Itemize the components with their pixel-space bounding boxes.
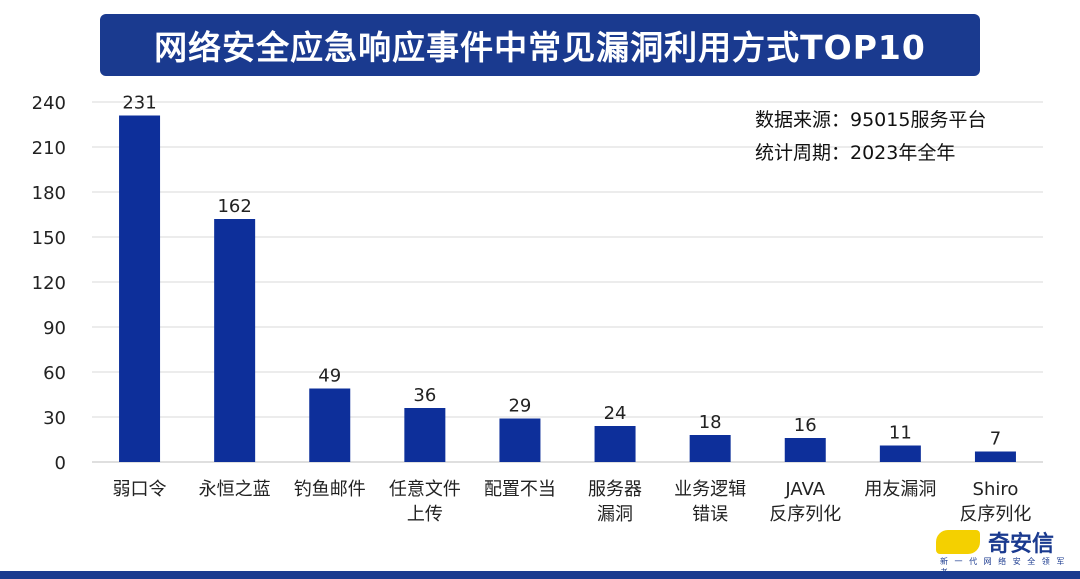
y-tick-label: 60 <box>43 363 66 384</box>
data-label: 24 <box>604 403 627 424</box>
data-label: 16 <box>794 415 817 436</box>
x-tick-label: 任意文件上传 <box>389 479 461 525</box>
period-line: 统计周期：2023年全年 <box>755 142 956 164</box>
data-label: 162 <box>217 196 251 217</box>
bar <box>879 445 921 462</box>
y-tick-label: 150 <box>32 228 66 249</box>
y-tick-label: 90 <box>43 318 66 339</box>
logo-name: 奇安信 <box>988 532 1055 557</box>
logo-mark-icon <box>936 530 980 554</box>
bar <box>784 438 826 462</box>
bar <box>594 426 636 462</box>
x-tick-label: 业务逻辑错误 <box>674 479 746 525</box>
data-label: 49 <box>318 366 341 387</box>
bar <box>499 418 541 462</box>
data-source-note: 数据来源：95015服务平台 统计周期：2023年全年 <box>755 104 986 170</box>
x-tick-label: JAVA 反序列化 <box>769 479 841 525</box>
x-tick-label: 永恒之蓝 <box>199 479 271 500</box>
data-label: 18 <box>699 412 722 433</box>
bar <box>119 115 161 462</box>
bottom-bar <box>0 571 1080 579</box>
data-label: 231 <box>122 93 156 114</box>
data-label: 36 <box>413 385 436 406</box>
bar <box>974 451 1016 462</box>
bar <box>404 408 446 462</box>
y-tick-label: 30 <box>43 408 66 429</box>
qianxin-logo: 奇安信 新 一 代 网 络 安 全 领 军 者 <box>930 524 1070 577</box>
bar <box>214 219 256 462</box>
x-tick-label: 弱口令 <box>113 479 167 500</box>
y-tick-label: 240 <box>32 93 66 114</box>
x-tick-label: Shiro 反序列化 <box>959 479 1031 525</box>
data-label: 11 <box>889 423 912 444</box>
x-tick-label: 服务器漏洞 <box>588 479 642 525</box>
y-tick-label: 180 <box>32 183 66 204</box>
title-banner: 网络安全应急响应事件中常见漏洞利用方式TOP10 <box>100 14 980 76</box>
chart-title: 网络安全应急响应事件中常见漏洞利用方式TOP10 <box>154 28 926 67</box>
x-tick-label: 用友漏洞 <box>864 479 936 500</box>
bar <box>309 388 351 462</box>
bar <box>689 435 731 462</box>
data-source-line: 数据来源：95015服务平台 <box>755 109 987 131</box>
y-tick-label: 210 <box>32 138 66 159</box>
x-tick-label: 钓鱼邮件 <box>294 479 366 500</box>
y-tick-label: 0 <box>55 453 66 474</box>
data-label: 29 <box>508 396 531 417</box>
x-tick-label: 配置不当 <box>484 479 556 500</box>
y-tick-label: 120 <box>32 273 66 294</box>
data-label: 7 <box>990 429 1001 450</box>
